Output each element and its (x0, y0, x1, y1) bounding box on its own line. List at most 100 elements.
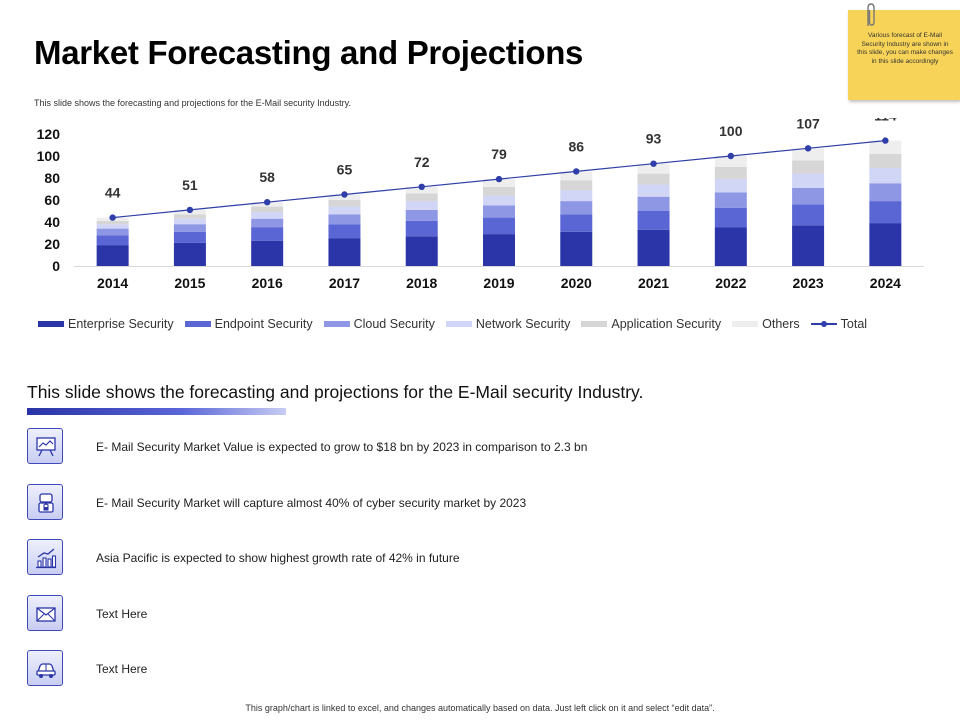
heading-underline-bar (27, 408, 286, 415)
x-tick-label: 2021 (638, 275, 669, 291)
bar-segment-enterprise-security (637, 229, 670, 266)
point-row-4: Text Here (27, 595, 727, 635)
bar-segment-endpoint-security (869, 201, 902, 224)
point-row-3: Asia Pacific is expected to show highest… (27, 539, 727, 579)
bar-segment-others (405, 186, 438, 194)
total-data-label: 86 (568, 138, 584, 154)
bar-segment-endpoint-security (96, 235, 129, 246)
mail-icon (27, 595, 63, 631)
sticky-note: Various forecast of E-Mail Security Indu… (848, 10, 960, 100)
bar-segment-others (637, 163, 670, 174)
total-data-label: 58 (259, 169, 275, 185)
bar-segment-application-security (173, 214, 206, 219)
bar-segment-endpoint-security (483, 217, 515, 235)
legend-swatch (184, 321, 211, 327)
bar-segment-enterprise-security (96, 245, 129, 266)
page-title: Market Forecasting and Projections (34, 34, 584, 71)
x-tick-label: 2024 (870, 275, 901, 291)
total-data-label: 107 (796, 118, 820, 131)
y-tick-label: 100 (37, 148, 61, 164)
bar-segment-endpoint-security (328, 224, 361, 239)
bar-segment-cloud-security (637, 196, 670, 211)
bar-segment-application-security (96, 220, 129, 225)
y-tick-label: 80 (44, 170, 60, 186)
stacked-bar-chart: 0 20 40 60 80 100 120 2014 2015 2016 2017 2018 2019 2… (37, 118, 924, 291)
total-point (341, 191, 348, 198)
bar-segment-application-security (483, 186, 515, 196)
point-row-2: E- Mail Security Market will capture alm… (27, 484, 727, 524)
bar-segment-application-security (869, 153, 902, 169)
chart-legend: Enterprise Security Endpoint Security Clou… (38, 316, 878, 332)
bar-segment-cloud-security (792, 187, 825, 205)
bar-segment-network-security (96, 224, 129, 229)
bar-segment-enterprise-security (792, 225, 825, 266)
bar-segment-endpoint-security (560, 214, 593, 232)
bar-segment-cloud-security (869, 183, 902, 202)
car-icon (27, 650, 63, 686)
legend-item: Enterprise Security (38, 317, 174, 331)
bar-segment-application-security (792, 160, 825, 174)
total-point (263, 199, 271, 206)
bar-segment-cloud-security (405, 209, 438, 221)
legend-item: Cloud Security (323, 317, 435, 331)
bar-segment-enterprise-security (714, 227, 747, 266)
bar-segment-network-security (714, 179, 747, 193)
total-data-label: 93 (646, 131, 662, 147)
bar-segment-application-security (328, 200, 361, 207)
bar-segment-endpoint-security (637, 211, 670, 230)
legend-swatch (581, 321, 608, 327)
legend-swatch (445, 321, 472, 327)
bar-segment-endpoint-security (792, 204, 825, 226)
total-point (418, 183, 425, 190)
total-data-label: 72 (414, 154, 430, 170)
bar-segment-network-security (869, 168, 902, 184)
bar-segment-application-security (251, 206, 284, 213)
legend-item-total: Total (810, 317, 868, 331)
security-lock-icon (27, 484, 63, 520)
bar-segment-endpoint-security (251, 227, 284, 241)
bar-segment-endpoint-security (714, 207, 747, 228)
y-tick-label: 40 (44, 214, 60, 230)
total-data-label: 100 (719, 123, 743, 139)
total-data-label: 51 (182, 177, 198, 193)
legend-label: Total (840, 317, 868, 331)
y-tick-label: 120 (37, 126, 61, 142)
bar-segment-cloud-security (173, 224, 206, 232)
bar-segment-enterprise-security (405, 236, 438, 266)
point-row-5: Text Here (27, 650, 727, 690)
x-tick-label: 2014 (97, 275, 128, 291)
y-tick-label: 20 (44, 236, 60, 252)
total-point (573, 168, 580, 175)
y-tick-label: 0 (52, 258, 60, 274)
sticky-note-text: Various forecast of E-Mail Security Indu… (857, 32, 953, 65)
paperclip-icon (867, 3, 875, 26)
bar-segment-network-security (173, 218, 206, 225)
total-point (495, 175, 503, 183)
legend-item: Others (732, 317, 800, 331)
legend-swatch (732, 321, 759, 327)
total-point (650, 160, 657, 167)
x-tick-label: 2018 (406, 275, 437, 291)
point-text: E- Mail Security Market Value is expecte… (96, 440, 588, 454)
point-text: Text Here (96, 607, 148, 621)
bar-segment-application-security (560, 180, 593, 191)
bar-segment-cloud-security (714, 192, 747, 208)
bar-segment-network-security (560, 190, 593, 202)
bar-segment-network-security (483, 195, 515, 206)
total-point (882, 137, 889, 144)
bar-segment-network-security (637, 184, 670, 197)
growth-chart-icon (27, 539, 63, 575)
bar-segment-network-security (251, 212, 284, 219)
x-tick-label: 2017 (329, 275, 360, 291)
bar-segment-network-security (328, 206, 361, 215)
bar-segment-endpoint-security (173, 231, 206, 243)
bar-segment-enterprise-security (328, 238, 361, 266)
point-text: E- Mail Security Market will capture alm… (96, 496, 527, 510)
presentation-board-icon (27, 428, 63, 464)
bar-segment-others (483, 179, 515, 187)
bar-segment-cloud-security (483, 205, 515, 218)
legend-item: Application Security (581, 317, 721, 331)
x-tick-label: 2015 (174, 275, 205, 291)
bar-segment-others (869, 140, 902, 154)
legend-swatch (38, 321, 64, 327)
